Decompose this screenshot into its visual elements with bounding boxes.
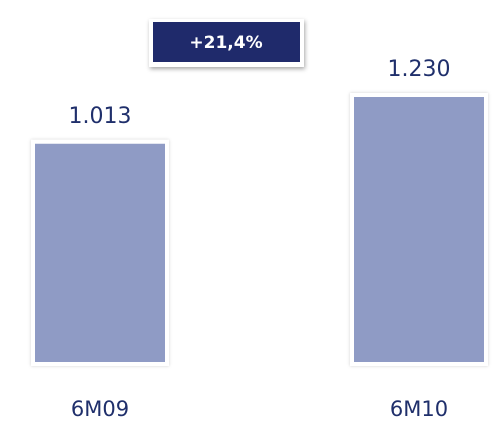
- bar: [35, 143, 165, 362]
- annotation-box: [153, 22, 300, 62]
- annotation-text: +21,4%: [189, 33, 262, 53]
- x-tick-label: 6M10: [390, 397, 448, 421]
- value-label: 1.013: [69, 104, 132, 129]
- value-label: 1.230: [388, 57, 451, 82]
- annotation: +21,4%: [149, 19, 304, 67]
- x-tick-label: 6M09: [71, 397, 129, 421]
- bar: [354, 97, 484, 362]
